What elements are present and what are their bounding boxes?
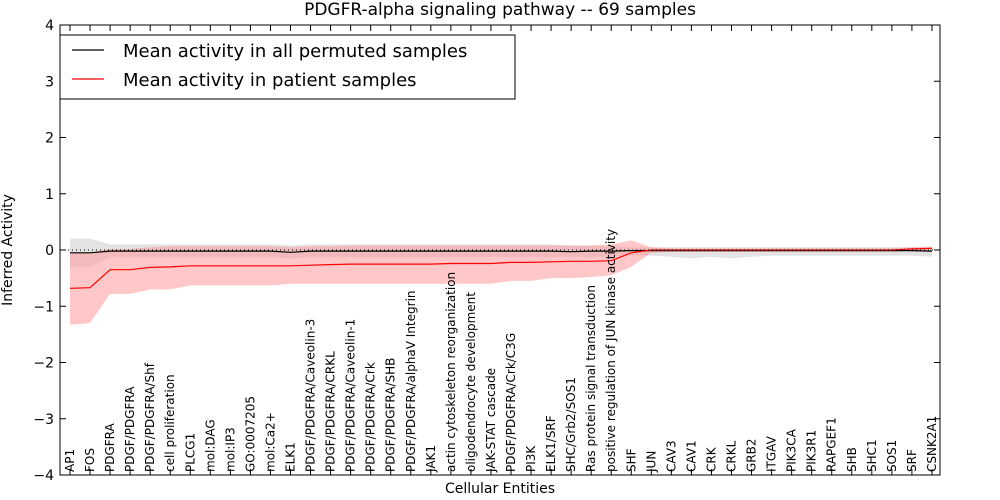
x-tick-label: mol:IP3	[223, 427, 237, 472]
x-tick-label: actin cytoskeleton reorganization	[444, 272, 458, 472]
x-tick-label: mol:DAG	[203, 419, 217, 472]
x-tick-label: cell proliferation	[163, 374, 177, 472]
legend-label-patient: Mean activity in patient samples	[123, 70, 417, 91]
patient-samples-band	[70, 240, 932, 325]
x-axis-title: Cellular Entities	[445, 481, 555, 497]
x-tick-label: GRB2	[745, 438, 759, 472]
x-tick-label: GO:0007205	[243, 396, 257, 472]
x-tick-label: CAV1	[684, 440, 698, 472]
x-tick-label: CRKL	[725, 440, 739, 472]
x-tick-label: PDGF/PDGFRA/Crk/C3G	[504, 333, 518, 472]
y-tick-label: −3	[33, 412, 54, 428]
confidence-bands	[70, 238, 932, 325]
x-tick-label: ELK1	[284, 442, 298, 472]
x-tick-label: ITGAV	[765, 435, 779, 472]
x-axis-ticks: AP1 FOS PDGFRA PDGF/PDGFRA PDGF/PDGFRA/Shf ce…	[63, 25, 939, 475]
x-tick-label: Ras protein signal transduction	[584, 285, 598, 472]
x-tick-label: mol:Ca2+	[264, 412, 278, 472]
x-tick-label: ELK1/SRF	[544, 415, 558, 472]
x-tick-label: SHC/Grb2/SOS1	[564, 377, 578, 472]
x-tick-label: CSNK2A1	[925, 416, 939, 472]
x-tick-label: PDGF/PDGFRA/Crk	[364, 362, 378, 472]
x-tick-label: SRF	[905, 449, 919, 472]
x-tick-label: JAK-STAT cascade	[484, 368, 498, 473]
x-tick-label: SOS1	[885, 440, 899, 472]
x-tick-label: PDGFRA	[103, 422, 117, 472]
x-tick-label: PDGF/PDGFRA	[123, 386, 137, 472]
x-tick-label: PDGF/PDGFRA/Caveolin-3	[304, 319, 318, 472]
legend: Mean activity in all permuted samples Me…	[59, 34, 516, 100]
x-tick-label: AP1	[63, 449, 77, 472]
y-tick-label: 0	[45, 243, 54, 259]
legend-box	[59, 34, 516, 100]
x-tick-label: PDGF/PDGFRA/CRKL	[324, 351, 338, 472]
x-tick-label: FOS	[83, 448, 97, 472]
x-tick-label: oligodendrocyte development	[464, 292, 478, 472]
y-axis-title: Inferred Activity	[0, 194, 16, 306]
y-tick-label: −4	[33, 468, 54, 484]
legend-label-permuted: Mean activity in all permuted samples	[123, 41, 467, 62]
x-tick-label: SHF	[624, 448, 638, 472]
y-tick-label: −2	[33, 356, 54, 372]
x-tick-label: PDGF/PDGFRA/Caveolin-1	[344, 319, 358, 472]
y-tick-label: 3	[45, 74, 54, 90]
x-tick-label: CAV3	[664, 440, 678, 472]
y-tick-label: 4	[45, 18, 54, 34]
y-axis-ticks: −4 −3 −2 −1 0 1 2 3 4	[33, 18, 940, 484]
x-tick-label: CRK	[705, 446, 719, 472]
x-tick-label: JAK1	[424, 445, 438, 473]
x-tick-label: SHB	[845, 447, 859, 472]
y-tick-label: −1	[33, 299, 54, 315]
x-tick-label: SHC1	[865, 439, 879, 472]
x-tick-label: PIK3CA	[785, 428, 799, 472]
x-tick-label: PLCG1	[183, 433, 197, 472]
x-tick-label: positive regulation of JUN kinase activi…	[604, 229, 618, 472]
x-tick-label: PDGF/PDGFRA/alphaV Integrin	[404, 290, 418, 472]
y-tick-label: 1	[45, 187, 54, 203]
x-tick-label: JUN	[644, 451, 658, 473]
y-tick-label: 2	[45, 131, 54, 147]
x-tick-label: PI3K	[524, 445, 538, 472]
x-tick-label: PDGF/PDGFRA/SHB	[384, 358, 398, 472]
x-tick-label: RAPGEF1	[825, 417, 839, 472]
x-tick-label: PIK3R1	[805, 430, 819, 472]
x-tick-label: PDGF/PDGFRA/Shf	[143, 362, 157, 472]
chart-title: PDGFR-alpha signaling pathway -- 69 samp…	[304, 0, 696, 20]
